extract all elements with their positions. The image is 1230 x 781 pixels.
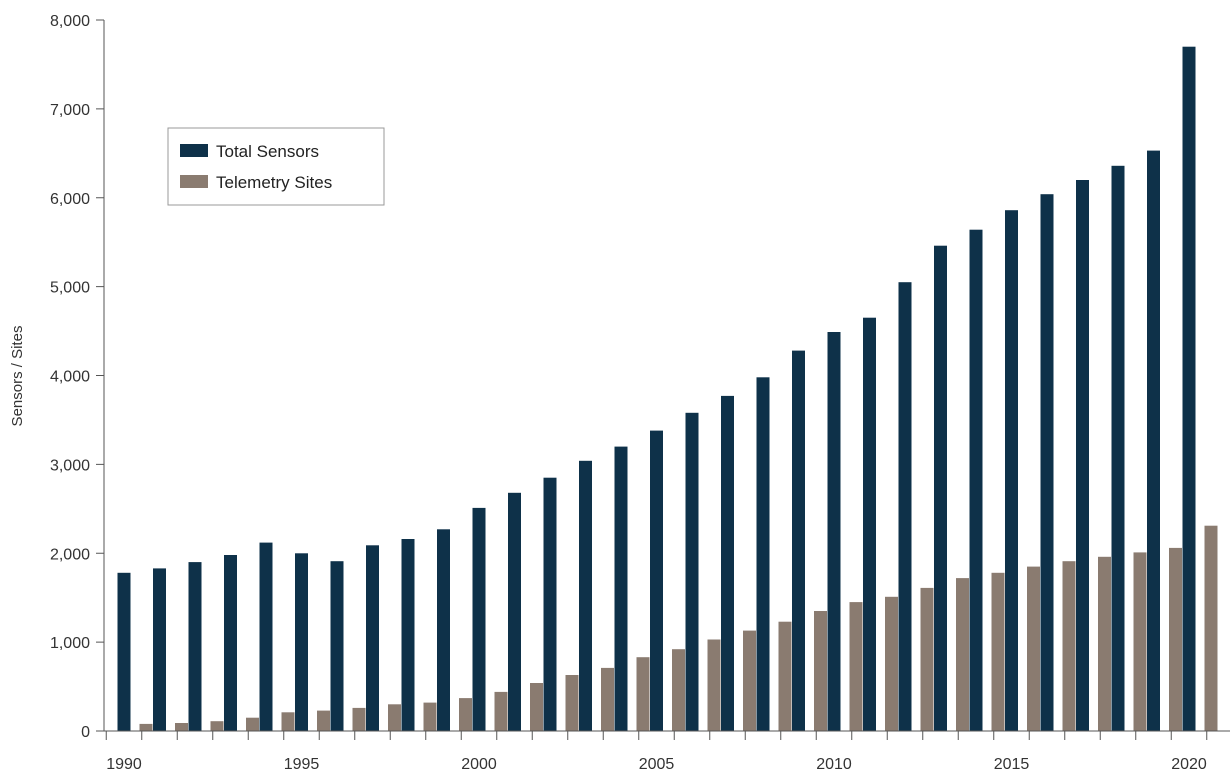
- total-sensors-bar-2010: [827, 332, 841, 731]
- x-tick-label: 2015: [994, 756, 1030, 773]
- total-sensors-bar-1996: [330, 561, 344, 731]
- legend-swatch: [180, 144, 208, 157]
- total-sensors-bar-2015: [1005, 210, 1018, 731]
- telemetry-sites-bar-2008: [778, 621, 792, 731]
- telemetry-sites-bar-2002: [565, 675, 579, 731]
- y-axis-title: Sensors / Sites: [9, 326, 26, 427]
- telemetry-sites-bar-2020: [1204, 525, 1218, 731]
- total-sensors-bar-2012: [898, 282, 912, 731]
- x-tick-label: 1995: [284, 756, 320, 773]
- legend-box: [167, 127, 385, 206]
- bars-layer: [117, 46, 1218, 732]
- total-sensors-bar-2011: [863, 317, 876, 731]
- total-sensors-bar-2013: [934, 245, 947, 731]
- total-sensors-bar-2008: [756, 377, 770, 731]
- legend-label: Total Sensors: [216, 142, 319, 161]
- total-sensors-bar-1992: [188, 562, 202, 731]
- y-tick-label: 8,000: [50, 13, 90, 30]
- y-tick-label: 3,000: [50, 457, 90, 474]
- telemetry-sites-bar-2018: [1133, 552, 1147, 731]
- y-tick-label: 2,000: [50, 546, 90, 563]
- total-sensors-bar-2019: [1147, 150, 1160, 732]
- y-tick-label: 0: [81, 724, 90, 741]
- total-sensors-bar-1999: [437, 529, 450, 731]
- telemetry-sites-bar-1999: [459, 698, 472, 731]
- x-tick-label: 2010: [816, 756, 852, 773]
- y-tick-label: 5,000: [50, 280, 90, 297]
- telemetry-sites-bar-2014: [991, 572, 1005, 731]
- legend-swatch: [180, 175, 208, 188]
- telemetry-sites-bar-2011: [885, 596, 898, 731]
- total-sensors-bar-1995: [295, 553, 308, 732]
- telemetry-sites-bar-2006: [707, 639, 721, 731]
- y-tick-label: 6,000: [50, 191, 90, 208]
- y-tick-label: 7,000: [50, 102, 90, 119]
- telemetry-sites-bar-2001: [530, 683, 543, 731]
- legend-label: Telemetry Sites: [216, 173, 332, 192]
- total-sensors-bar-2000: [472, 507, 486, 731]
- total-sensors-bar-2014: [969, 229, 983, 731]
- labels-layer: 0 1,000 2,000 3,000 4,000 5,000 6,000 7,000 8,00…: [9, 13, 1207, 773]
- telemetry-sites-bar-2000: [494, 691, 508, 731]
- telemetry-sites-bar-2009: [814, 611, 827, 731]
- telemetry-sites-bar-1993: [246, 717, 259, 731]
- total-sensors-bar-1990: [117, 572, 131, 731]
- telemetry-sites-bar-2017: [1098, 556, 1111, 731]
- telemetry-sites-bar-2013: [956, 578, 969, 731]
- telemetry-sites-bar-1997: [388, 704, 401, 731]
- total-sensors-bar-2002: [543, 477, 557, 731]
- total-sensors-bar-1991: [153, 568, 166, 731]
- telemetry-sites-bar-2012: [920, 587, 934, 731]
- telemetry-sites-bar-1990: [139, 723, 153, 731]
- total-sensors-bar-2020: [1182, 46, 1196, 731]
- y-tick-label: 4,000: [50, 369, 90, 386]
- x-tick-label: 2000: [461, 756, 497, 773]
- axes-layer: [96, 19, 1230, 740]
- total-sensors-bar-2017: [1076, 180, 1089, 731]
- total-sensors-bar-2009: [792, 350, 805, 731]
- total-sensors-bar-1993: [224, 555, 237, 731]
- telemetry-sites-bar-1991: [175, 723, 188, 731]
- x-tick-label: 1990: [106, 756, 142, 773]
- total-sensors-bar-2001: [508, 492, 521, 731]
- telemetry-sites-bar-2015: [1027, 566, 1040, 731]
- total-sensors-bar-1994: [259, 542, 273, 731]
- total-sensors-bar-2006: [685, 412, 699, 731]
- telemetry-sites-bar-2004: [636, 657, 650, 731]
- telemetry-sites-bar-1992: [210, 721, 224, 731]
- x-tick-label: 2020: [1171, 756, 1207, 773]
- telemetry-sites-bar-1995: [317, 710, 330, 731]
- telemetry-sites-bar-1996: [352, 707, 366, 731]
- total-sensors-bar-1998: [401, 539, 415, 731]
- total-sensors-bar-2016: [1040, 194, 1054, 731]
- total-sensors-bar-2007: [721, 395, 734, 731]
- total-sensors-bar-2005: [650, 430, 663, 731]
- total-sensors-bar-1997: [366, 545, 379, 731]
- telemetry-sites-bar-2016: [1062, 561, 1076, 731]
- telemetry-sites-bar-2019: [1169, 547, 1182, 731]
- telemetry-sites-bar-2007: [743, 630, 756, 731]
- legend: Total Sensors Telemetry Sites: [167, 127, 385, 206]
- telemetry-sites-bar-1994: [281, 712, 295, 731]
- telemetry-sites-bar-2005: [672, 649, 685, 731]
- telemetry-sites-bar-2003: [601, 667, 614, 731]
- telemetry-sites-bar-2010: [849, 602, 863, 731]
- y-tick-label: 1,000: [50, 635, 90, 652]
- total-sensors-bar-2018: [1111, 165, 1125, 732]
- total-sensors-bar-2004: [614, 446, 628, 731]
- telemetry-sites-bar-1998: [423, 702, 437, 731]
- x-tick-label: 2005: [639, 756, 675, 773]
- total-sensors-bar-2003: [579, 460, 592, 731]
